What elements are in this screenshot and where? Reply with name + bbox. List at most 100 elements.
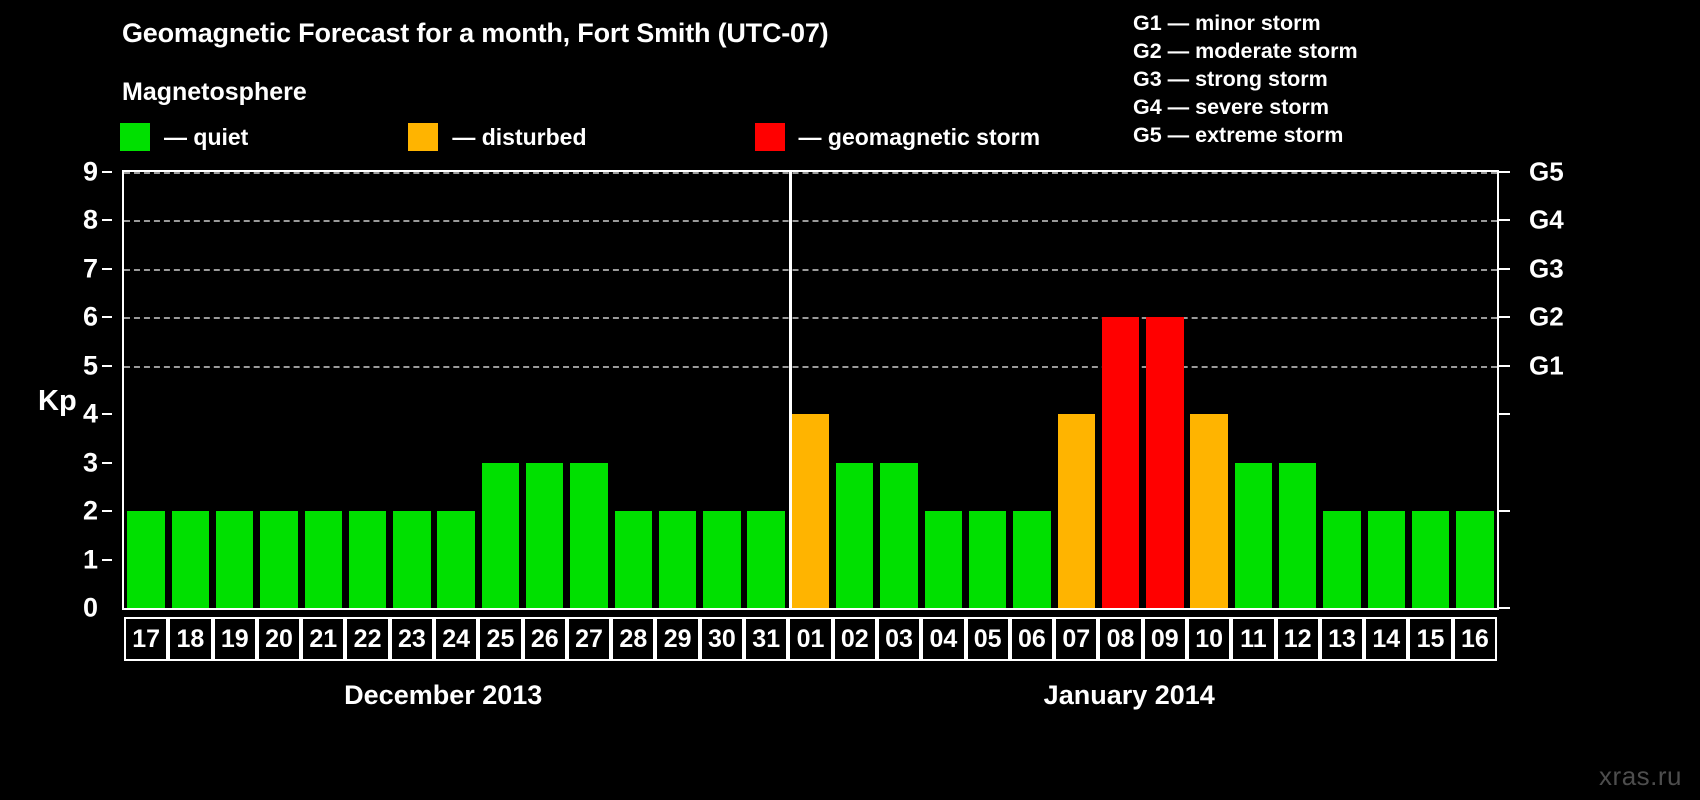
date-cell-29[interactable]: 29	[655, 617, 700, 661]
bar-23[interactable]	[393, 511, 431, 608]
y-tick-mark-6	[102, 316, 112, 319]
bar-19[interactable]	[216, 511, 254, 608]
bar-06[interactable]	[1013, 511, 1051, 608]
date-cell-13[interactable]: 13	[1319, 617, 1365, 661]
bar-16[interactable]	[1456, 511, 1494, 608]
bar-25[interactable]	[481, 462, 520, 608]
date-cell-14[interactable]: 14	[1364, 617, 1409, 661]
bar-21[interactable]	[304, 511, 343, 608]
date-cell-31[interactable]: 31	[744, 617, 789, 661]
g-scale-legend-row-1: G1 — minor storm	[1133, 11, 1321, 35]
bar-30[interactable]	[703, 511, 741, 608]
plot-inner	[124, 172, 1497, 608]
bar-12[interactable]	[1278, 462, 1317, 608]
date-cell-16[interactable]: 16	[1452, 617, 1497, 661]
bar-04[interactable]	[924, 511, 963, 608]
bar-18[interactable]	[171, 511, 210, 608]
date-cell-17[interactable]: 17	[124, 617, 169, 661]
date-cell-12[interactable]: 12	[1275, 617, 1320, 661]
bar-13[interactable]	[1323, 511, 1361, 608]
plot-area	[122, 170, 1499, 610]
month-caption-january: January 2014	[1043, 680, 1215, 710]
date-cell-27[interactable]: 27	[566, 617, 612, 661]
bar-08[interactable]	[1101, 317, 1140, 608]
g-tick-label-G1: G1	[1529, 350, 1564, 381]
disturbed-legend-label: — disturbed	[452, 123, 587, 150]
y-tick-label-1: 1	[82, 544, 98, 575]
date-cell-01[interactable]: 01	[788, 617, 833, 661]
y-tick-mark-1	[102, 558, 112, 561]
bar-20[interactable]	[260, 511, 298, 608]
date-cell-03[interactable]: 03	[876, 617, 922, 661]
g-scale-axis: G1 G2 G3 G4 G5	[1499, 157, 1649, 610]
date-cell-08[interactable]: 08	[1098, 617, 1143, 661]
date-cell-02[interactable]: 02	[832, 617, 877, 661]
bar-10[interactable]	[1190, 414, 1228, 608]
date-cell-30[interactable]: 30	[699, 617, 745, 661]
date-cell-06[interactable]: 06	[1009, 617, 1055, 661]
date-cell-22[interactable]: 22	[345, 617, 390, 661]
date-cell-20[interactable]: 20	[256, 617, 302, 661]
date-cell-19[interactable]: 19	[212, 617, 257, 661]
date-cell-18[interactable]: 18	[168, 617, 213, 661]
bar-02[interactable]	[836, 462, 874, 608]
date-cell-10[interactable]: 10	[1186, 617, 1232, 661]
y-tick-label-0: 0	[82, 592, 98, 623]
g-tick-label-G5: G5	[1529, 156, 1564, 187]
g-tick-mark-kp-0	[1499, 607, 1510, 609]
g-tick-label-G4: G4	[1529, 204, 1564, 235]
y-axis-title: Kp	[38, 385, 77, 417]
date-cell-11[interactable]: 11	[1231, 617, 1276, 661]
g-tick-mark-G5	[1499, 171, 1510, 173]
bar-27[interactable]	[570, 462, 608, 608]
bar-17[interactable]	[127, 511, 165, 608]
y-axis: 0 1 2 3 4 5 6 7 8 9	[0, 157, 112, 623]
month-divider	[789, 172, 793, 608]
bar-14[interactable]	[1367, 511, 1405, 608]
y-tick-label-3: 3	[82, 447, 98, 478]
date-cell-28[interactable]: 28	[611, 617, 656, 661]
quiet-legend: — quiet	[120, 123, 248, 151]
y-tick-label-9: 9	[82, 156, 98, 187]
bar-24[interactable]	[437, 511, 475, 608]
date-cell-21[interactable]: 21	[301, 617, 346, 661]
date-cell-09[interactable]: 09	[1142, 617, 1187, 661]
bar-28[interactable]	[614, 511, 653, 608]
date-cell-04[interactable]: 04	[921, 617, 966, 661]
bar-22[interactable]	[348, 511, 387, 608]
watermark: xras.ru	[1599, 761, 1682, 791]
bar-01[interactable]	[791, 414, 830, 608]
g-tick-mark-G4	[1499, 219, 1510, 222]
date-cell-07[interactable]: 07	[1054, 617, 1099, 661]
y-tick-label-4: 4	[82, 398, 98, 429]
color-legend: — quiet — disturbed — geomagnetic storm	[120, 123, 1040, 151]
g-tick-mark-G3	[1499, 267, 1510, 270]
g-scale-legend-row-5: G5 — extreme storm	[1133, 122, 1344, 147]
bar-09[interactable]	[1146, 317, 1184, 608]
g-scale-legend: G1 — minor storm G2 — moderate storm G3 — …	[1133, 10, 1358, 150]
bar-31[interactable]	[747, 511, 785, 608]
bar-07[interactable]	[1057, 414, 1095, 608]
date-cell-05[interactable]: 05	[965, 617, 1010, 661]
bar-11[interactable]	[1234, 462, 1273, 608]
storm-legend: — geomagnetic storm	[754, 123, 1041, 151]
bar-15[interactable]	[1411, 511, 1450, 608]
date-cell-15[interactable]: 15	[1408, 617, 1453, 661]
y-tick-label-5: 5	[82, 350, 98, 381]
bar-05[interactable]	[968, 511, 1007, 608]
bar-03[interactable]	[880, 462, 918, 608]
bar-29[interactable]	[658, 511, 697, 608]
y-tick-mark-4	[102, 413, 112, 416]
g-tick-label-G2: G2	[1529, 301, 1564, 332]
bar-26[interactable]	[526, 462, 564, 608]
date-cell-24[interactable]: 24	[434, 617, 479, 661]
month-caption-december: December 2013	[344, 680, 543, 710]
storm-legend-label: — geomagnetic storm	[798, 123, 1041, 150]
date-cell-25[interactable]: 25	[478, 617, 523, 661]
bars-layer	[124, 172, 1497, 608]
g-scale-legend-row-3: G3 — strong storm	[1133, 66, 1328, 91]
disturbed-legend-swatch-icon	[408, 123, 439, 151]
date-cell-26[interactable]: 26	[522, 617, 567, 661]
date-cell-23[interactable]: 23	[389, 617, 435, 661]
magnetosphere-heading: Magnetosphere	[122, 78, 307, 106]
